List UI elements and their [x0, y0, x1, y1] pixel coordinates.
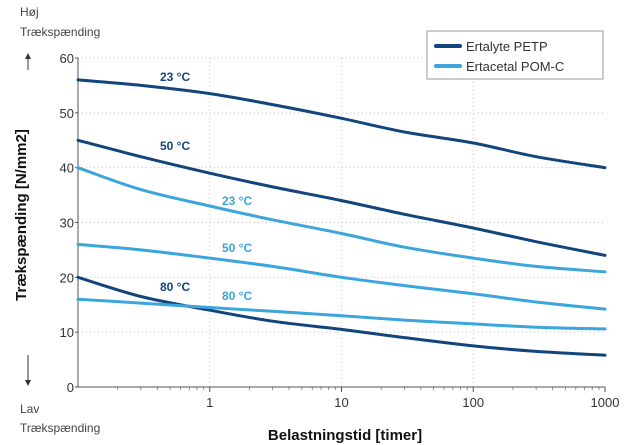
series-labels: 23 °C 50 °C 80 °C 23 °C 50 °C 80 °C	[160, 70, 252, 303]
series-line	[76, 138, 607, 257]
series-label: 50 °C	[160, 139, 190, 153]
x-tick-label: 10	[334, 395, 348, 410]
grid	[78, 57, 605, 387]
top-label-line1: Høj	[20, 5, 39, 19]
x-axis-title: Belastningstid [timer]	[268, 427, 422, 444]
down-arrow-icon	[25, 355, 31, 386]
legend-label-ertacetal: Ertacetal POM-C	[466, 59, 564, 74]
top-label-line2: Trækspænding	[20, 25, 100, 39]
series-line	[76, 275, 607, 357]
bottom-label-line1: Lav	[20, 402, 39, 416]
y-tick-label: 30	[60, 216, 74, 231]
y-tick-label: 20	[60, 270, 74, 285]
axes	[75, 57, 606, 392]
y-tick-label: 50	[60, 106, 74, 121]
series-label: 23 °C	[222, 194, 252, 208]
y-tick-label: 0	[67, 380, 74, 395]
tick-labels: 0 10 20 30 40 50 60 1 10 100 1000	[60, 51, 620, 410]
series-line	[76, 78, 607, 170]
series-lines	[76, 78, 607, 357]
up-arrow-icon	[25, 53, 31, 70]
x-tick-label: 1000	[591, 395, 620, 410]
y-tick-label: 60	[60, 51, 74, 66]
series-label: 80 °C	[160, 280, 190, 294]
legend: Ertalyte PETP Ertacetal POM-C	[426, 30, 604, 80]
legend-label-ertalyte: Ertalyte PETP	[466, 39, 548, 54]
legend-box	[426, 30, 604, 80]
bottom-label-line2: Trækspænding	[20, 421, 100, 435]
x-tick-label: 1	[206, 395, 213, 410]
series-line	[76, 166, 607, 274]
series-label: 23 °C	[160, 70, 190, 84]
series-label: 50 °C	[222, 241, 252, 255]
series-line	[76, 297, 607, 331]
y-axis-title: Trækspænding [N/mm2]	[13, 129, 30, 301]
series-line	[76, 242, 607, 311]
y-tick-label: 40	[60, 161, 74, 176]
x-tick-label: 100	[462, 395, 484, 410]
series-label: 80 °C	[222, 289, 252, 303]
y-tick-label: 10	[60, 325, 74, 340]
